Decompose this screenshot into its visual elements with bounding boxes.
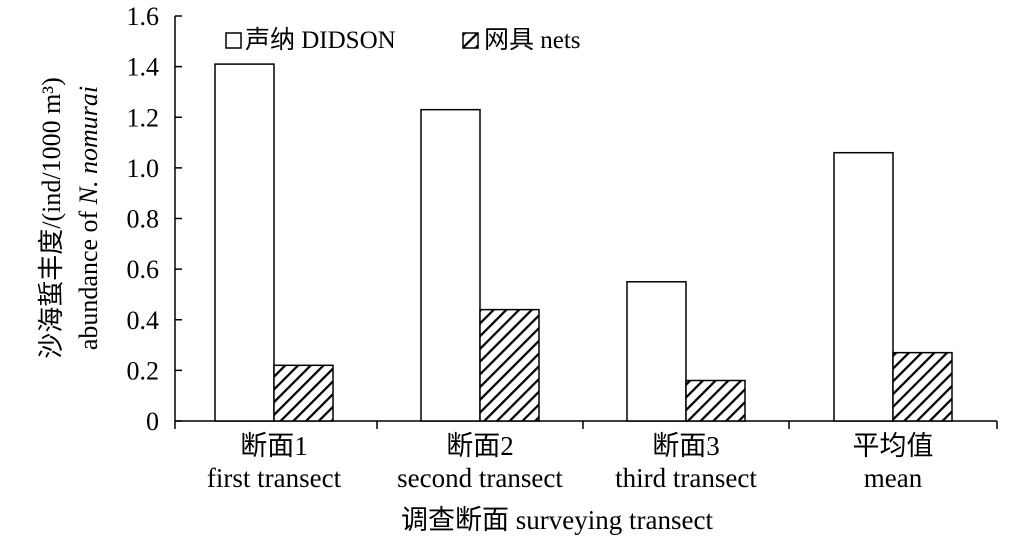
bar-nets-1 xyxy=(273,364,334,422)
y-tick-label: 0.4 xyxy=(127,306,160,335)
x-tick-label-en: third transect xyxy=(615,463,757,493)
bar-sonar-1 xyxy=(214,63,275,422)
y-axis-title-en-prefix: abundance of xyxy=(74,204,103,350)
legend-label-nets: 网具 nets xyxy=(484,27,581,54)
y-axis-title-zh: 沙海蜇丰度/(ind/1000 m³) xyxy=(37,77,66,359)
x-tick-label-zh: 平均值 xyxy=(853,431,934,461)
bar-nets-2 xyxy=(479,308,540,422)
bar-sonar-2 xyxy=(420,108,481,422)
x-tick-label-en: mean xyxy=(864,463,923,493)
legend-label-sonar: 声纳 DIDSON xyxy=(245,26,396,54)
x-tick-label-zh: 断面2 xyxy=(446,431,514,461)
bar-nets-3 xyxy=(685,379,746,422)
bar-sonar-4 xyxy=(833,151,894,422)
y-tick-label: 0 xyxy=(146,407,159,436)
legend-swatch-sonar xyxy=(225,32,242,49)
y-tick-label: 0.6 xyxy=(127,255,160,284)
y-axis-title-en: abundance of N. nomurai xyxy=(74,86,103,350)
y-tick-label: 1.6 xyxy=(127,2,160,31)
legend-swatch-nets xyxy=(462,32,479,49)
x-tick-label-en: first transect xyxy=(207,463,342,493)
bar-sonar-3 xyxy=(626,281,687,422)
y-axis-title-en-species: N. nomurai xyxy=(74,86,103,205)
x-axis-title: 调查断面 surveying transect xyxy=(401,505,713,535)
y-tick-label: 1.0 xyxy=(127,154,160,183)
y-tick-label: 1.4 xyxy=(127,53,160,82)
y-tick-label: 0.2 xyxy=(127,356,160,385)
y-tick-label: 1.2 xyxy=(127,103,160,132)
y-tick-label: 0.8 xyxy=(127,205,160,234)
x-tick-label-zh: 断面1 xyxy=(240,431,308,461)
x-tick-label-zh: 断面3 xyxy=(652,431,720,461)
bar-nets-4 xyxy=(892,351,953,422)
legend: 声纳 DIDSON 网具 nets xyxy=(225,26,581,54)
x-tick-label-en: second transect xyxy=(397,463,563,493)
